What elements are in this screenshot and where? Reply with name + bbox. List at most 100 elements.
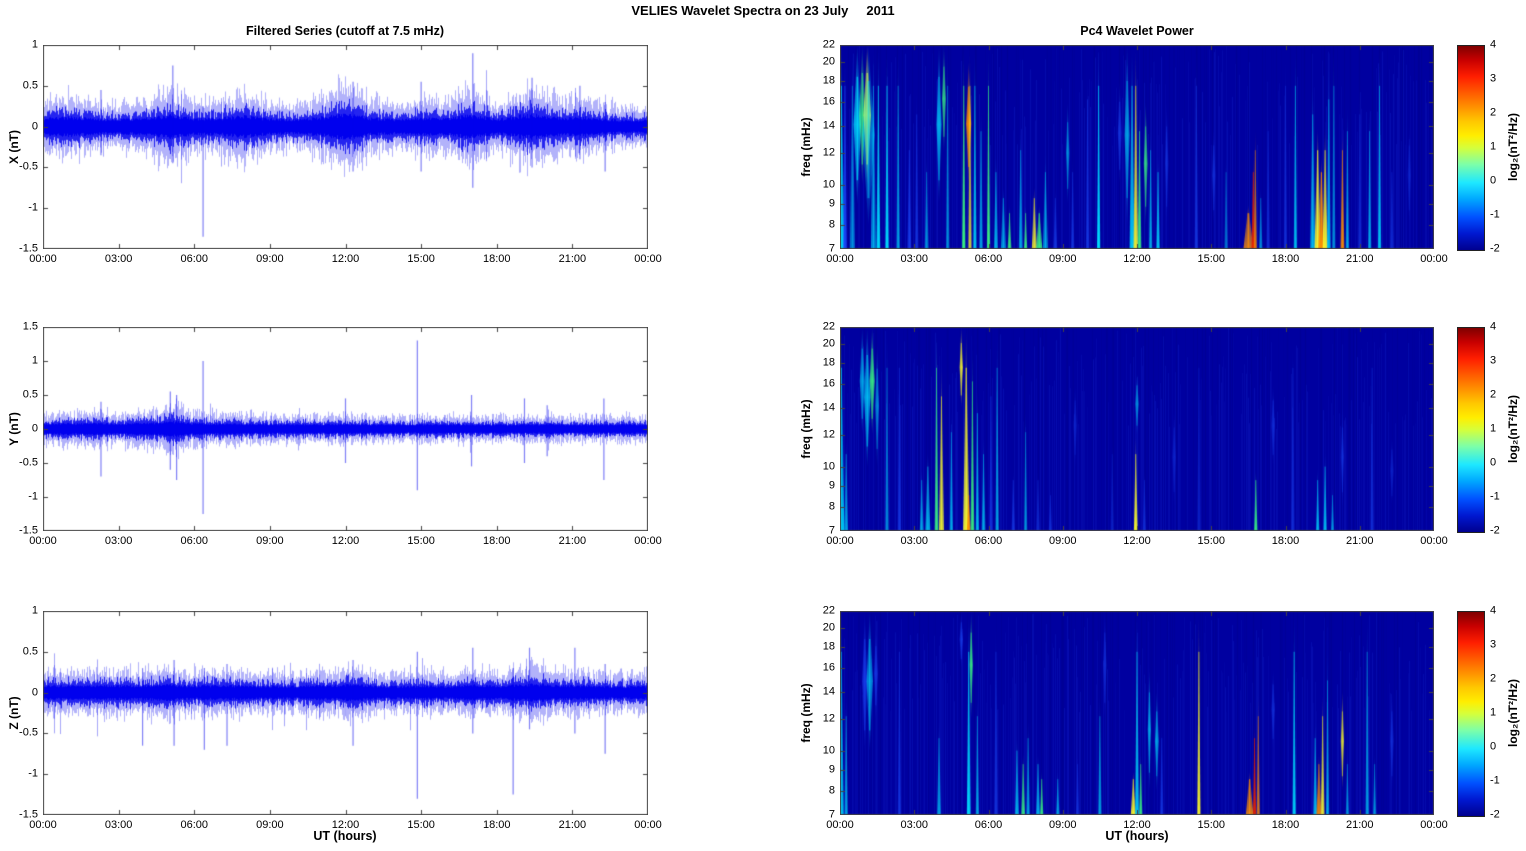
x-tick-label: 00:00 bbox=[634, 535, 662, 547]
colorbar-tick-label: 2 bbox=[1490, 672, 1497, 685]
x-tick-label: 15:00 bbox=[1197, 819, 1226, 831]
y-tick-label: 1 bbox=[31, 354, 38, 367]
x-tick-label: 09:00 bbox=[1048, 535, 1077, 547]
colorbar-tick-label: -1 bbox=[1490, 208, 1500, 221]
colorbar-tick-label: -1 bbox=[1490, 774, 1500, 787]
freq-tick-label: 16 bbox=[822, 661, 835, 674]
freq-tick-label: 22 bbox=[822, 38, 835, 51]
x-tick-label: 09:00 bbox=[256, 253, 284, 265]
series-x-plot bbox=[43, 45, 648, 249]
x-tick-label: 21:00 bbox=[558, 535, 587, 547]
colorbar-label-row2: log₂(nT²/Hz) bbox=[1506, 395, 1520, 463]
x-tick-label: 00:00 bbox=[29, 535, 57, 547]
colorbar-tick-label: 0 bbox=[1490, 456, 1497, 469]
x-tick-label: 06:00 bbox=[180, 819, 209, 831]
x-tick-label: 09:00 bbox=[256, 819, 284, 831]
freq-tick-label: 12 bbox=[822, 146, 835, 159]
colorbar-tick-label: 1 bbox=[1490, 706, 1497, 719]
y-tick-label: 0.5 bbox=[22, 645, 38, 658]
freq-tick-label: 14 bbox=[822, 119, 835, 132]
wavelet-y-spectrogram bbox=[840, 327, 1434, 531]
x-tick-label: 15:00 bbox=[407, 819, 435, 831]
freq-tick-label: 20 bbox=[822, 337, 835, 350]
x-tick-label: 18:00 bbox=[1271, 253, 1300, 265]
colorbar-tick-label: 4 bbox=[1490, 320, 1497, 333]
colorbar-label-row3: log₂(nT²/Hz) bbox=[1506, 679, 1520, 747]
freq-tick-label: 9 bbox=[828, 763, 835, 776]
x-tick-label: 21:00 bbox=[558, 253, 587, 265]
colorbar-row2 bbox=[1457, 327, 1485, 533]
freq-tick-label: 14 bbox=[822, 401, 835, 414]
x-tick-label: 09:00 bbox=[1048, 253, 1077, 265]
x-tick-label: 00:00 bbox=[826, 253, 854, 265]
series-y-plot bbox=[43, 327, 648, 531]
x-tick-label: 21:00 bbox=[1345, 253, 1374, 265]
filtered-series-title: Filtered Series (cutoff at 7.5 mHz) bbox=[246, 24, 444, 38]
x-tick-label: 06:00 bbox=[180, 253, 209, 265]
freq-tick-label: 16 bbox=[822, 95, 835, 108]
x-tick-label: 06:00 bbox=[180, 535, 209, 547]
freq-tick-label: 10 bbox=[822, 744, 835, 757]
wavelet-power-title: Pc4 Wavelet Power bbox=[1080, 24, 1194, 38]
x-tick-label: 00:00 bbox=[29, 819, 57, 831]
y-tick-label: 0 bbox=[31, 422, 38, 435]
colorbar-tick-label: 2 bbox=[1490, 106, 1497, 119]
x-tick-label: 12:00 bbox=[1123, 535, 1151, 547]
freq-tick-label: 12 bbox=[822, 428, 835, 441]
colorbar-tick-label: -1 bbox=[1490, 490, 1500, 503]
y-tick-label: -1.5 bbox=[19, 808, 38, 821]
x-tick-label: 00:00 bbox=[826, 819, 854, 831]
y-axis-label-x-nt: X (nT) bbox=[7, 130, 21, 164]
y-tick-label: -1 bbox=[28, 767, 38, 780]
x-tick-label: 12:00 bbox=[1123, 819, 1151, 831]
colorbar-row1 bbox=[1457, 45, 1485, 251]
x-tick-label: 03:00 bbox=[104, 535, 133, 547]
x-tick-label: 06:00 bbox=[974, 253, 1003, 265]
x-tick-label: 00:00 bbox=[634, 253, 662, 265]
x-tick-label: 12:00 bbox=[331, 253, 360, 265]
x-tick-label: 12:00 bbox=[331, 535, 360, 547]
x-tick-label: 06:00 bbox=[974, 819, 1003, 831]
colorbar-tick-label: 3 bbox=[1490, 72, 1497, 85]
x-tick-label: 18:00 bbox=[1271, 535, 1300, 547]
figure-title: VELIES Wavelet Spectra on 23 July 2011 bbox=[631, 3, 895, 18]
y-tick-label: -1 bbox=[28, 490, 38, 503]
x-tick-label: 00:00 bbox=[1420, 535, 1448, 547]
freq-tick-label: 22 bbox=[822, 320, 835, 333]
x-tick-label: 15:00 bbox=[407, 535, 435, 547]
y-tick-label: 1 bbox=[31, 38, 38, 51]
freq-tick-label: 22 bbox=[822, 604, 835, 617]
x-tick-label: 15:00 bbox=[407, 253, 435, 265]
freq-tick-label: 18 bbox=[822, 640, 835, 653]
y-tick-label: 1 bbox=[31, 604, 38, 617]
x-tick-label: 00:00 bbox=[826, 535, 854, 547]
freq-tick-label: 18 bbox=[822, 356, 835, 369]
x-tick-label: 18:00 bbox=[1271, 819, 1300, 831]
y-axis-label-z-nt: Z (nT) bbox=[7, 696, 21, 730]
freq-tick-label: 20 bbox=[822, 55, 835, 68]
colorbar-tick-label: 3 bbox=[1490, 354, 1497, 367]
colorbar-tick-label: 1 bbox=[1490, 140, 1497, 153]
ut-hours-label-left: UT (hours) bbox=[313, 829, 377, 843]
x-tick-label: 03:00 bbox=[900, 819, 929, 831]
x-tick-label: 00:00 bbox=[29, 253, 57, 265]
y-tick-label: 0 bbox=[31, 120, 38, 133]
freq-tick-label: 18 bbox=[822, 74, 835, 87]
x-tick-label: 09:00 bbox=[256, 535, 284, 547]
x-tick-label: 03:00 bbox=[900, 253, 929, 265]
y-tick-label: 0 bbox=[31, 686, 38, 699]
ut-hours-label-right: UT (hours) bbox=[1105, 829, 1169, 843]
freq-tick-label: 8 bbox=[828, 218, 835, 231]
freq-tick-label: 7 bbox=[828, 242, 835, 255]
y-tick-label: -0.5 bbox=[19, 456, 38, 469]
freq-tick-label: 7 bbox=[828, 524, 835, 537]
x-tick-label: 21:00 bbox=[1345, 535, 1374, 547]
wavelet-z-spectrogram bbox=[840, 611, 1434, 815]
colorbar-tick-label: 0 bbox=[1490, 174, 1497, 187]
freq-tick-label: 8 bbox=[828, 784, 835, 797]
x-tick-label: 09:00 bbox=[1048, 819, 1077, 831]
y-tick-label: -0.5 bbox=[19, 160, 38, 173]
colorbar-tick-label: 0 bbox=[1490, 740, 1497, 753]
freq-tick-label: 12 bbox=[822, 712, 835, 725]
